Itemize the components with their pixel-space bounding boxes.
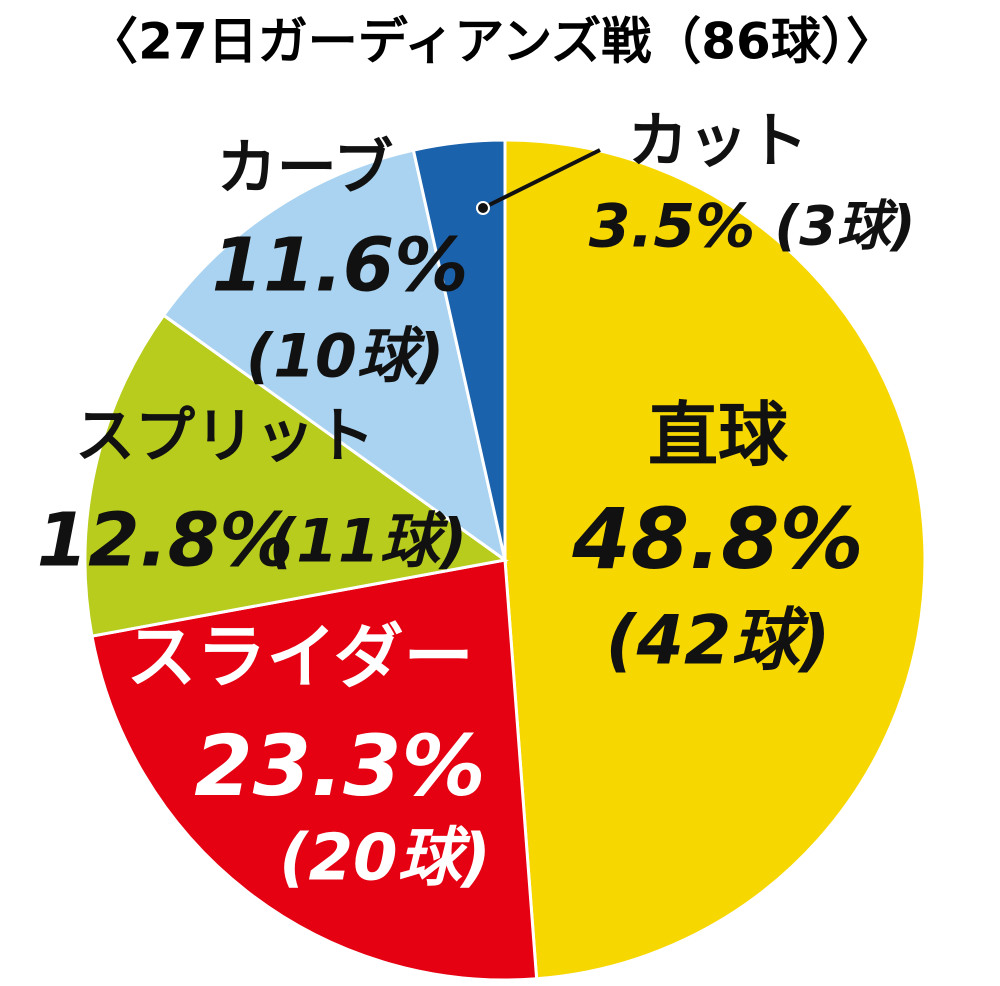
category-label: カーブ	[217, 134, 393, 204]
category-label: カット	[628, 107, 808, 177]
value-label: 23.3%	[194, 717, 485, 815]
pie-slice	[411, 138, 507, 561]
value-label: 12.8%	[37, 498, 294, 584]
category-label: 直球	[648, 394, 789, 476]
leader-dot	[476, 201, 490, 215]
count-label: (11球)	[269, 507, 467, 577]
category-label: スライダー	[126, 616, 473, 698]
pie-slice	[161, 148, 508, 564]
pie-slice	[90, 558, 539, 982]
pie-slice	[503, 138, 927, 981]
chart-title: 〈27日ガーディアンズ戦（86球）〉	[88, 13, 896, 71]
value-label: 3.5%	[589, 192, 755, 262]
count-label: (20球)	[279, 822, 491, 896]
category-label: スプリット	[75, 402, 375, 472]
pie	[83, 138, 927, 982]
count-label: (3球)	[775, 195, 916, 258]
pie-slice	[83, 313, 509, 638]
count-label: (10球)	[246, 322, 444, 392]
value-label: 11.6%	[212, 223, 469, 309]
count-label: (42球)	[606, 602, 831, 681]
leader-line	[482, 148, 601, 210]
value-label: 48.8%	[571, 490, 863, 588]
